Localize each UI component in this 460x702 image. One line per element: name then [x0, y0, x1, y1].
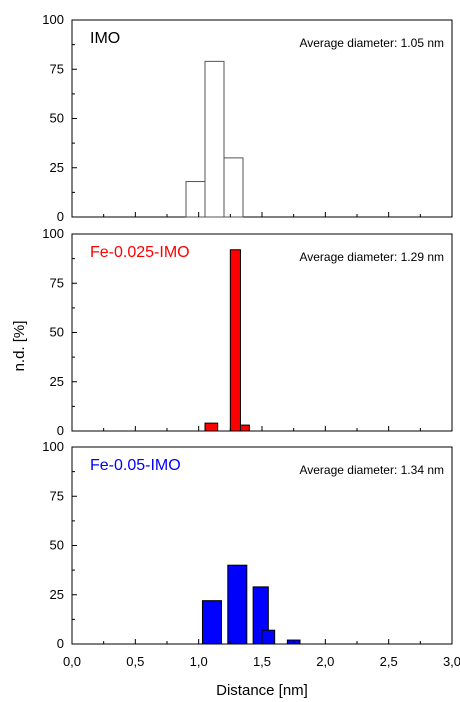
bar [239, 424, 250, 432]
panel-label: Fe-0.05-IMO [90, 457, 181, 474]
x-tick-label: 1,5 [253, 654, 271, 669]
x-axis: 0,0 0,5 1,0 1,5 2,0 2,5 3,0 [63, 654, 460, 669]
bar [185, 181, 206, 218]
y-tick-label: 25 [50, 160, 64, 175]
y-tick-label: 100 [42, 439, 64, 454]
y-tick-label: 0 [57, 423, 64, 438]
bar [223, 157, 244, 218]
bar [204, 60, 225, 218]
y-tick-label: 0 [57, 636, 64, 651]
x-axis-title: Distance [nm] [216, 682, 308, 699]
panel-label: Fe-0.025-IMO [90, 244, 190, 261]
y-tick-label: 50 [50, 111, 64, 126]
x-tick-label: 0,5 [126, 654, 144, 669]
x-tick-label: 0,0 [63, 654, 81, 669]
panel-3: 0 25 50 75 100 Fe-0.05-IMO Average diameter: 1… [42, 439, 453, 651]
y-tick-label: 75 [50, 488, 64, 503]
y-tick-label: 50 [50, 325, 64, 340]
bar [201, 600, 222, 645]
panels: 0 25 50 75 100 IMO Average diameter: 1.05 nm 0 2… [42, 12, 453, 651]
panel-1: 0 25 50 75 100 IMO Average diameter: 1.05 nm [42, 12, 453, 224]
average-diameter-annotation: Average diameter: 1.29 nm [299, 250, 444, 264]
panel-label: IMO [90, 30, 120, 47]
y-tick-label: 75 [50, 275, 64, 290]
y-tick-label: 0 [57, 209, 64, 224]
panel-2: 0 25 50 75 100 Fe-0.025-IMO Average diameter: … [42, 226, 453, 438]
y-tick-label: 50 [50, 538, 64, 553]
y-tick-label: 100 [42, 226, 64, 241]
bar [204, 422, 219, 432]
x-tick-label: 2,0 [316, 654, 334, 669]
y-axis-title: n.d. [%] [11, 321, 28, 372]
y-tick-label: 100 [42, 12, 64, 27]
x-tick-label: 3,0 [443, 654, 460, 669]
bar [229, 249, 241, 432]
bar [227, 564, 248, 645]
y-tick-label: 25 [50, 374, 64, 389]
average-diameter-annotation: Average diameter: 1.34 nm [299, 463, 444, 477]
y-tick-label: 25 [50, 587, 64, 602]
average-diameter-annotation: Average diameter: 1.05 nm [299, 36, 444, 50]
y-tick-label: 75 [50, 61, 64, 76]
x-tick-label: 1,0 [190, 654, 208, 669]
bar [261, 629, 276, 645]
x-tick-label: 2,5 [380, 654, 398, 669]
